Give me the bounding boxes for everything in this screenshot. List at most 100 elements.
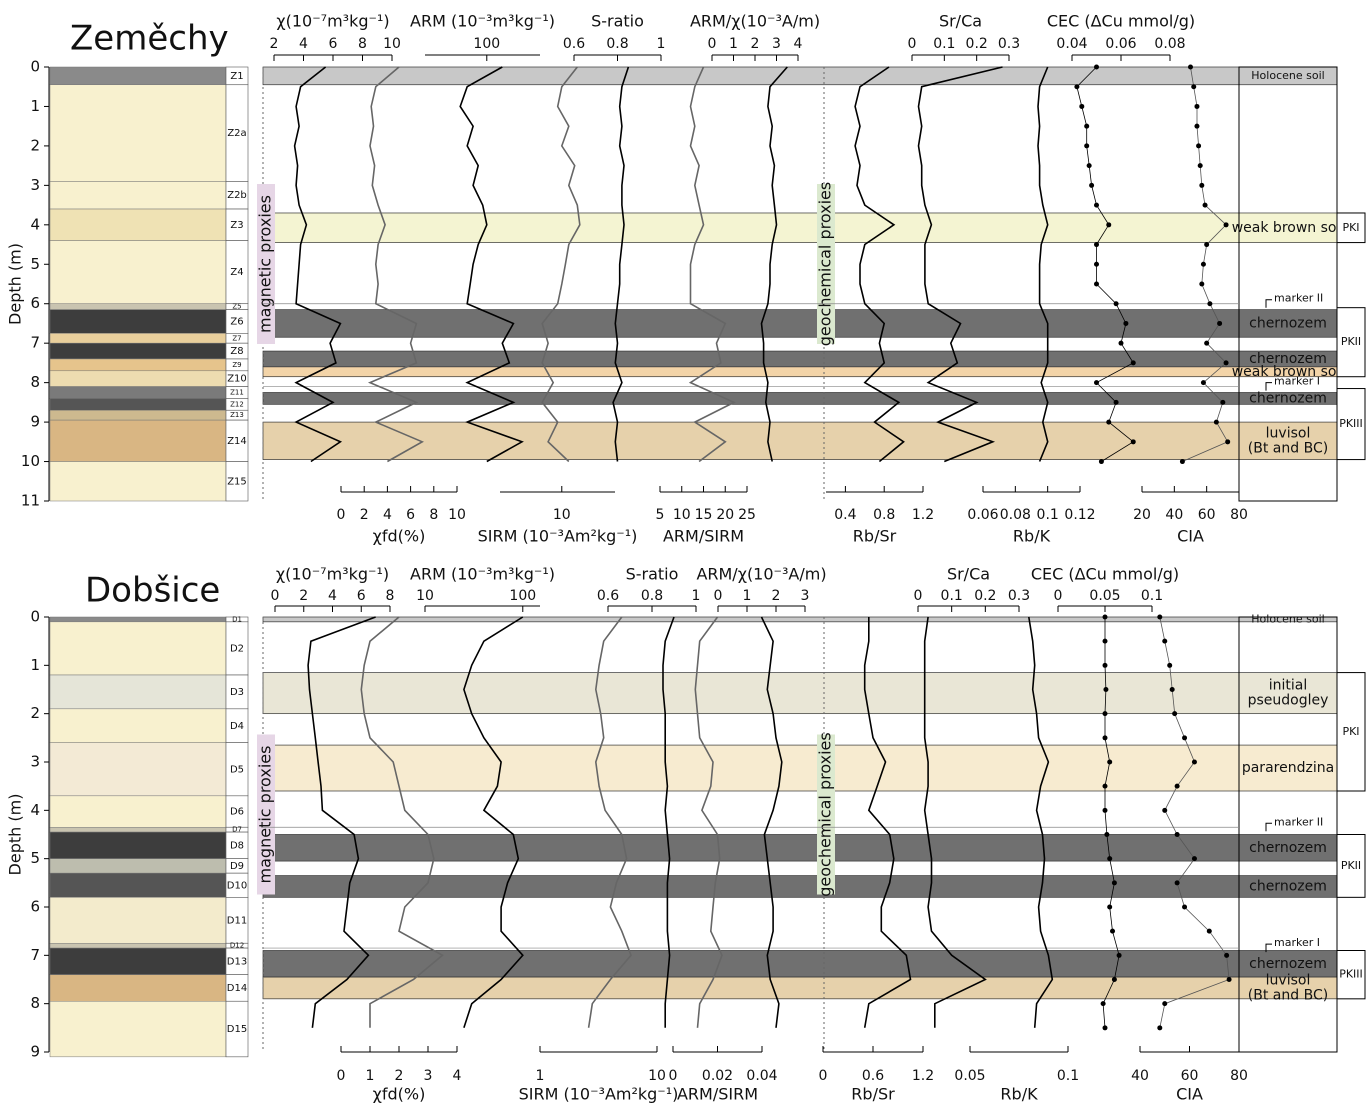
track-tick-label: 5 — [656, 507, 665, 523]
track-tick-label: 0.3 — [998, 36, 1020, 52]
sample-point — [1197, 163, 1203, 169]
track-title: χ(10⁻⁷m³kg⁻¹) — [276, 12, 389, 31]
sample-point — [1111, 977, 1117, 982]
sample-point — [1074, 84, 1080, 90]
track-title: CIA — [1177, 527, 1204, 546]
track-tick-label: 2 — [751, 36, 760, 52]
proxy-label-bg — [817, 734, 835, 895]
track-tick-label: 0.05 — [1089, 588, 1120, 604]
proxy-curve — [360, 616, 444, 1028]
depth-tick-label: 4 — [30, 801, 40, 819]
unit-label: D11 — [227, 915, 247, 926]
sample-point — [1130, 439, 1136, 445]
track-tick-label: 0.12 — [1064, 507, 1095, 523]
depth-tick-label: 8 — [30, 373, 40, 391]
sample-point — [1111, 880, 1117, 886]
marker-tick — [1265, 822, 1272, 832]
proxy-label: geochemical proxies — [816, 182, 835, 347]
track-tick-label: 0.2 — [966, 36, 988, 52]
track-tick-label: 60 — [1181, 1068, 1199, 1084]
unit-label: D7 — [232, 826, 242, 834]
proxy-curve — [760, 616, 783, 1028]
lithology-unit — [49, 419, 227, 462]
proxy-curve — [694, 616, 723, 1028]
soil-band — [262, 309, 1338, 338]
sample-point — [1102, 638, 1108, 644]
lithology-unit — [49, 66, 227, 86]
depth-tick-label: 5 — [30, 849, 40, 867]
track-tick-label: 10 — [553, 507, 571, 523]
depth-tick-label: 8 — [30, 994, 40, 1012]
lithology-unit — [49, 240, 227, 304]
track-tick-label: 0 — [337, 1068, 346, 1084]
unit-label: D3 — [230, 687, 244, 698]
lithology-unit — [49, 858, 227, 874]
track-title: Rb/Sr — [853, 527, 897, 546]
stage-label: PKII — [1341, 859, 1361, 872]
sample-point — [1094, 380, 1099, 386]
band-label: pseudogley — [1248, 693, 1329, 709]
proxy-curve — [1102, 617, 1120, 1028]
track-tick-label: 8 — [358, 36, 367, 52]
unit-label: D14 — [227, 983, 247, 994]
marker-label: marker II — [1274, 292, 1323, 305]
track-title: CEC (ΔCu mmol/g) — [1031, 565, 1179, 584]
unit-label: D8 — [230, 840, 244, 851]
track-tick-label: 0.1 — [933, 36, 955, 52]
track-tick-label: 20 — [716, 507, 734, 523]
sample-point — [1179, 459, 1185, 465]
lithology-unit — [49, 208, 227, 241]
depth-tick-label: 10 — [21, 452, 40, 470]
unit-label: Z14 — [227, 436, 247, 447]
sample-point — [1174, 880, 1180, 886]
sample-point — [1098, 459, 1104, 465]
stage-label: PKII — [1341, 335, 1361, 348]
band-label: weak brown soil — [1232, 364, 1345, 380]
track-title: χfd(%) — [373, 527, 426, 546]
track-tick-label: 0.02 — [702, 1068, 733, 1084]
sample-point — [1199, 182, 1205, 188]
sample-point — [1162, 638, 1168, 644]
sample-point — [1084, 143, 1090, 149]
sample-point — [1100, 1001, 1106, 1007]
band-label: initial — [1269, 678, 1308, 694]
lithology-unit — [49, 461, 227, 502]
sample-point — [1102, 1025, 1108, 1031]
track-tick-label: 1 — [657, 36, 666, 52]
proxy-label-bg — [257, 734, 275, 895]
track-tick-label: 0.3 — [1008, 588, 1030, 604]
band-label: Holocene soil — [1251, 612, 1324, 625]
track-tick-label: 0 — [714, 588, 723, 604]
sample-point — [1204, 242, 1210, 248]
stage-box — [1336, 672, 1366, 792]
band-label: pararendzina — [1242, 760, 1334, 776]
lithology-unit — [49, 795, 227, 828]
lithology-unit — [49, 872, 227, 898]
band-label: Holocene soil — [1251, 69, 1324, 82]
soil-band — [262, 976, 1338, 1000]
sample-point — [1162, 1001, 1168, 1007]
band-label: weak brown soil — [1232, 220, 1345, 236]
lithology-unit — [49, 333, 227, 344]
sample-point — [1224, 952, 1230, 958]
lithology-unit — [49, 84, 227, 182]
sample-point — [1182, 735, 1188, 741]
track-tick-label: 6 — [329, 36, 338, 52]
sample-point — [1204, 340, 1210, 346]
track-tick-label: 40 — [1131, 1068, 1149, 1084]
proxy-curve — [612, 66, 630, 462]
track-tick-label: 1 — [536, 1068, 545, 1084]
track-tick-label: 0.6 — [597, 588, 619, 604]
track-tick-label: 0 — [271, 588, 280, 604]
track-tick-label: 0 — [819, 1068, 828, 1084]
sample-point — [1104, 832, 1110, 837]
sample-point — [1174, 832, 1180, 837]
sample-point — [1200, 261, 1206, 267]
sample-point — [1102, 614, 1108, 620]
track-tick-label: 0 — [708, 36, 717, 52]
lithology-unit — [49, 674, 227, 710]
track-title: SIRM (10⁻³Am²kg⁻¹) — [478, 527, 638, 546]
unit-label: D4 — [230, 721, 244, 732]
track-tick-label: 4 — [383, 507, 392, 523]
unit-label: Z2a — [227, 128, 246, 139]
